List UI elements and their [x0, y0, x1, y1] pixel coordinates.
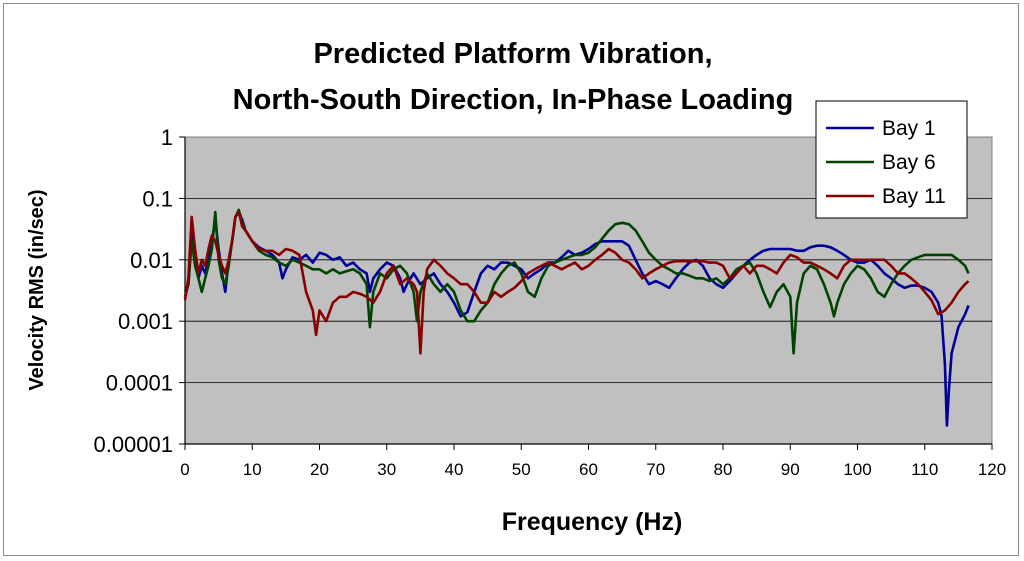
series-line-bay-11 — [183, 210, 970, 355]
legend: Bay 1 Bay 6 Bay 11 — [815, 100, 968, 219]
y-tick-label: 1 — [161, 125, 173, 150]
y-axis-title: Velocity RMS (in/sec) — [26, 189, 48, 390]
series-lines — [183, 208, 970, 427]
legend-label: Bay 1 — [882, 117, 936, 140]
x-tick-label: 10 — [243, 460, 262, 479]
axes — [179, 136, 993, 450]
x-tick-labels: 0 10 20 30 40 50 60 70 80 90 100 110 120 — [180, 460, 1006, 479]
chart-frame: Predicted Platform Vibration, North-Sout… — [3, 3, 1019, 556]
x-tick-label: 20 — [310, 460, 329, 479]
chart-svg: Predicted Platform Vibration, North-Sout… — [26, 38, 1006, 536]
x-tick-label: 80 — [714, 460, 733, 479]
legend-box — [815, 100, 968, 219]
x-tick-label: 30 — [377, 460, 396, 479]
y-tick-label: 0.00001 — [93, 432, 173, 457]
chart-title-line-1: Predicted Platform Vibration, — [313, 38, 712, 70]
x-tick-label: 110 — [911, 460, 938, 479]
x-tick-label: 60 — [579, 460, 598, 479]
x-tick-label: 40 — [445, 460, 464, 479]
x-tick-label: 0 — [180, 460, 189, 479]
chart-title-line-2: North-South Direction, In-Phase Loading — [233, 84, 794, 116]
x-tick-label: 70 — [646, 460, 665, 479]
x-tick-label: 50 — [512, 460, 531, 479]
series-line-bay-6 — [183, 208, 970, 355]
legend-label: Bay 6 — [882, 151, 936, 174]
y-tick-labels: 1 0.1 0.01 0.001 0.0001 0.00001 — [93, 125, 173, 457]
x-tick-label: 90 — [781, 460, 800, 479]
y-tick-label: 0.1 — [142, 186, 173, 211]
y-tick-label: 0.0001 — [106, 371, 173, 396]
legend-label: Bay 11 — [882, 185, 946, 208]
x-tick-label: 100 — [843, 460, 871, 479]
y-tick-label: 0.01 — [130, 248, 173, 273]
x-axis-title: Frequency (Hz) — [502, 508, 683, 536]
y-tick-label: 0.001 — [118, 309, 173, 334]
x-tick-label: 120 — [978, 460, 1006, 479]
